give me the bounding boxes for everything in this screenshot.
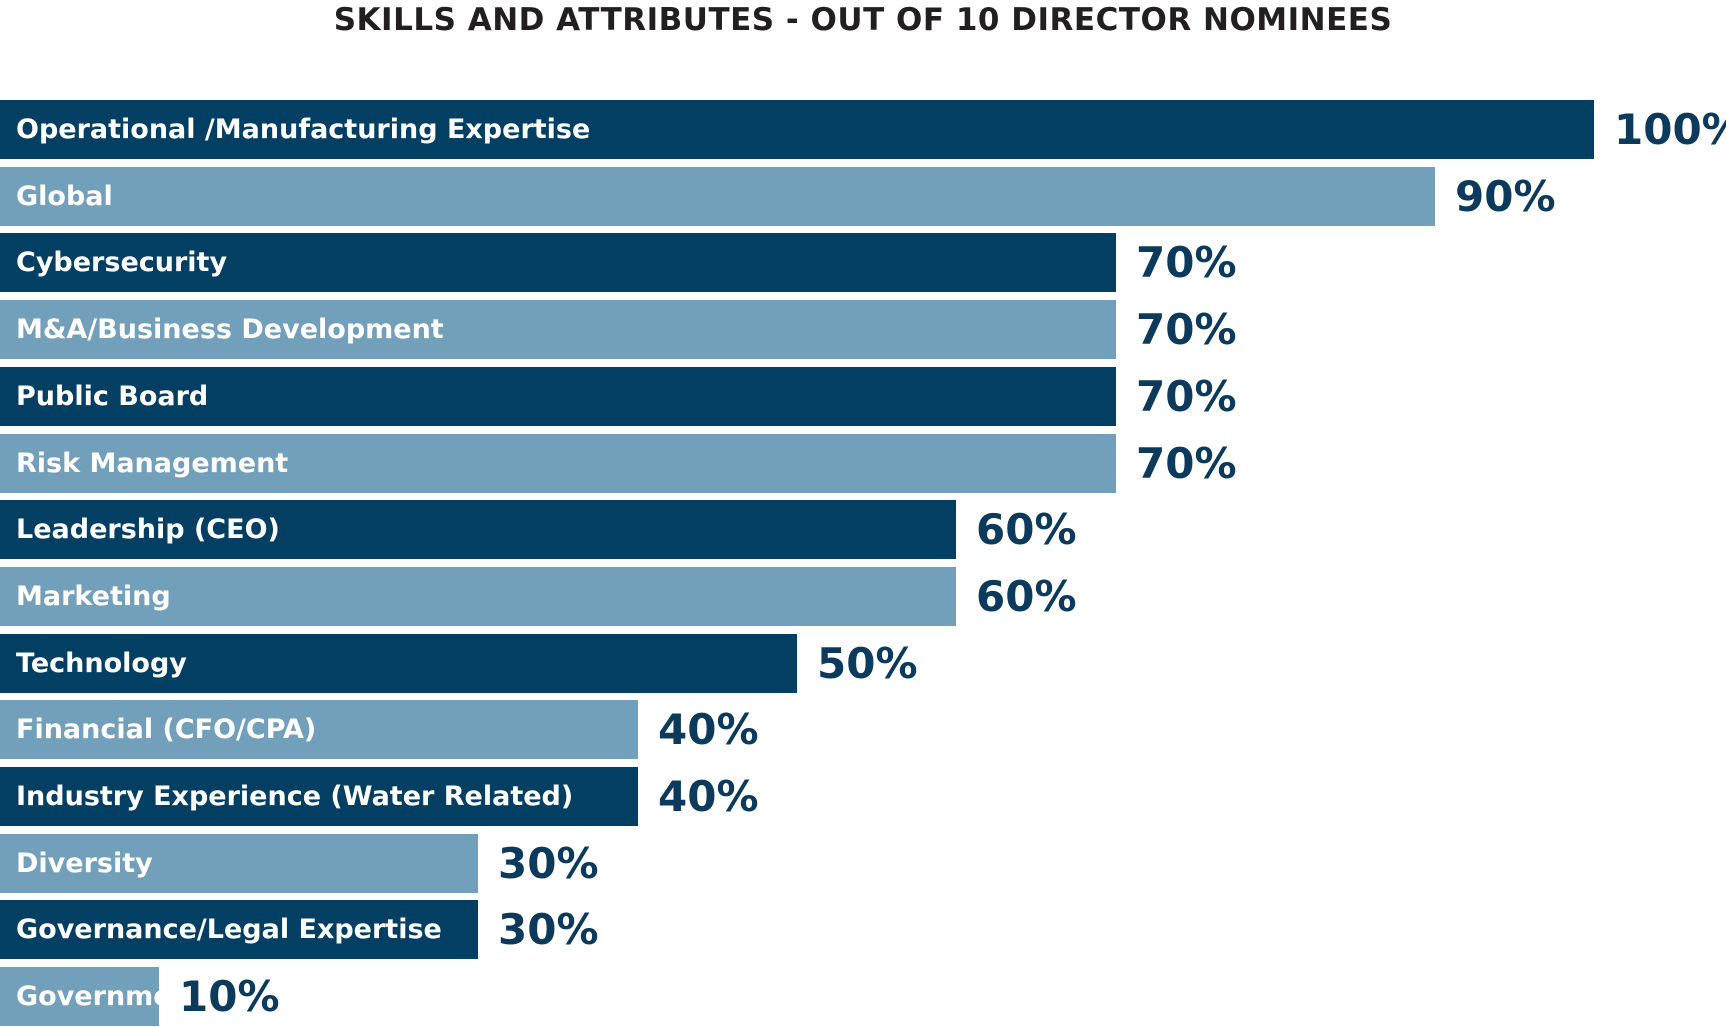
bar: Financial (CFO/CPA) <box>0 700 638 759</box>
bar: Public Board <box>0 367 1116 426</box>
bar-value-label: 70% <box>1136 439 1237 488</box>
bar: Operational /Manufacturing Expertise <box>0 100 1594 159</box>
bar-value-label: 30% <box>498 839 599 888</box>
bar-value-label: 50% <box>817 639 918 688</box>
bar-value-label: 100% <box>1614 105 1726 154</box>
chart-title: SKILLS AND ATTRIBUTES - OUT OF 10 DIRECT… <box>333 2 1393 38</box>
bar-value-label: 40% <box>658 705 759 754</box>
bar-value-label: 40% <box>658 772 759 821</box>
bar-value-label: 70% <box>1136 372 1237 421</box>
bar: Governance/Legal Expertise <box>0 900 478 959</box>
bar-value-label: 10% <box>179 972 280 1021</box>
bar: Marketing <box>0 567 956 626</box>
bar: Cybersecurity <box>0 233 1116 292</box>
bar-value-label: 60% <box>976 505 1077 554</box>
bar: Government/Regulatory <box>0 967 381 1026</box>
bar: Risk Management <box>0 434 1116 493</box>
bar-value-label: 70% <box>1136 238 1237 287</box>
bar-value-label: 90% <box>1455 172 1556 221</box>
bar: Global <box>0 167 1435 226</box>
bar: M&A/Business Development <box>0 300 1116 359</box>
bar: Leadership (CEO) <box>0 500 956 559</box>
bar: Diversity <box>0 834 478 893</box>
bar-value-label: 70% <box>1136 305 1237 354</box>
bar: Industry Experience (Water Related) <box>0 767 638 826</box>
bar-value-label: 30% <box>498 905 599 954</box>
bar: Technology <box>0 634 797 693</box>
bar-value-label: 60% <box>976 572 1077 621</box>
